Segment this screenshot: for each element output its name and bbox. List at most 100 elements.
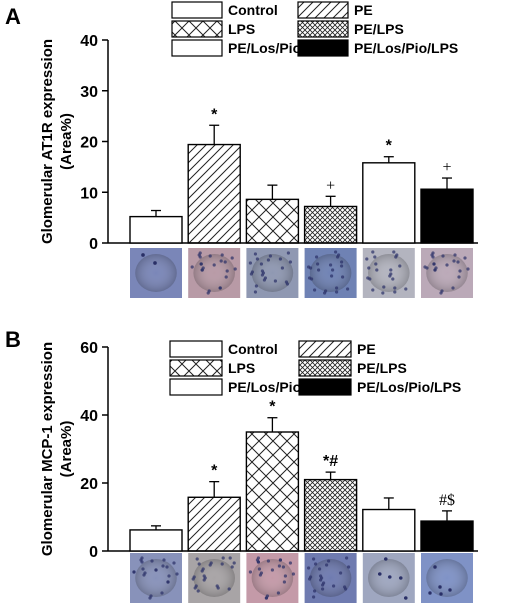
micrograph-nucleus [399,576,403,580]
bar-pe-los-pio-lps [420,188,474,244]
micrograph-nucleus [253,252,257,256]
y-axis-title-line: Glomerular MCP-1 expression [39,342,56,556]
chart-panel-b: 0 20 40 60 Glomerular MCP-1 expression (Area%… [39,340,478,603]
y-axis-title-line: (Area%) [58,113,75,170]
micrograph-nucleus [428,591,432,595]
micrograph-nucleus [256,560,260,564]
legend-swatch-control [169,340,223,358]
micrograph-nucleus [195,557,199,561]
micrograph-nucleus [340,260,344,264]
micrograph-nucleus [280,266,284,270]
bar-pe-los-pio [362,162,416,244]
y-axis-title-line: (Area%) [58,421,75,478]
micrograph-nucleus [255,257,259,261]
legend-label-pe-lps: PE/LPS [354,21,404,37]
micrograph-nucleus [335,286,339,290]
micrograph-nucleus [165,565,169,569]
legend-label-control: Control [228,341,278,357]
micrograph-nucleus [319,574,323,578]
micrograph-nucleus [197,562,201,566]
y-tick-label: 10 [80,185,98,202]
micrograph-nucleus [384,557,388,561]
micrograph-nucleus [233,267,237,271]
significance-label-pe-lps: *# [323,453,338,470]
micrograph-glomerulus-pe-lps [309,254,352,292]
micrograph-nucleus [458,269,462,273]
micrograph-nucleus [440,289,444,293]
micrograph-nucleus [445,263,449,267]
micrograph-nucleus [202,578,206,582]
micrograph-glomerulus-control [135,559,177,597]
y-axis-title-line: Glomerular AT1R expression [39,39,56,244]
significance-label-pe-los-pio-lps: + [442,159,451,176]
micrograph-nucleus [322,581,326,585]
micrograph-nucleus [317,268,321,272]
micrograph-nucleus [232,561,236,565]
micrograph-nucleus [347,565,351,569]
micrograph-nucleus [439,592,443,596]
legend-swatch-pe-lps [297,20,349,38]
micrograph-nucleus [457,275,461,279]
micrograph-nucleus [260,269,264,273]
micrograph-nucleus [224,275,228,279]
micrograph-nucleus [334,250,338,254]
micrograph-nucleus [278,257,282,261]
micrograph-nucleus [312,557,316,561]
micrograph-nucleus [142,573,146,577]
micrograph-nucleus [324,289,328,293]
micrograph-glomerulus-pe-los-pio-lps [426,559,468,597]
micrograph-nucleus [321,587,325,591]
legend-label-control: Control [228,2,278,18]
micrograph-nucleus [286,251,290,255]
micrograph-nucleus [316,262,320,266]
micrograph-nucleus [433,565,437,569]
micrograph-nucleus [339,571,343,575]
legend-swatch-pe [298,340,352,358]
micrograph-nucleus [318,567,322,571]
micrograph-glomerulus-lps [251,559,294,597]
micrograph-nucleus [452,259,456,263]
micrograph-nucleus [315,255,319,259]
legend-label-pe-los-pio: PE/Los/Pio [228,379,301,395]
micrograph-nucleus [371,250,375,254]
micrograph-nucleus [388,274,392,278]
micrograph-nucleus [382,285,386,289]
micrograph-nucleus [283,574,287,578]
micrograph-nucleus [343,585,347,589]
bar-pe [187,496,241,552]
micrograph-nucleus [391,277,395,281]
micrograph-nucleus [332,584,336,588]
micrograph-nucleus [456,260,460,264]
micrograph-nucleus [207,289,211,293]
legend-swatch-control [171,1,223,19]
micrograph-nucleus [395,253,399,257]
micrograph-nucleus [307,265,311,269]
micrograph-nucleus [218,286,222,290]
micrograph-nucleus [264,596,268,600]
micrograph-nucleus [331,268,335,272]
micrograph-nucleus [250,270,254,274]
micrograph-nucleus [132,570,136,574]
micrograph-nucleus [166,580,170,584]
micrograph-nucleus [263,276,267,280]
micrograph-nucleus [248,261,252,265]
micrograph-nucleus [192,575,196,579]
micrograph-nucleus [197,253,201,257]
legend-label-pe-los-pio: PE/Los/Pio [228,40,301,56]
micrograph-nucleus [223,260,227,264]
legend-swatch-lps [171,20,223,38]
micrograph-nucleus [153,261,157,265]
micrograph-nucleus [160,591,164,595]
micrograph-nucleus [141,253,145,257]
micrograph-nucleus [451,286,455,290]
micrograph-nucleus [307,566,311,570]
micrograph-nucleus [430,253,434,257]
legend-label-pe-los-pio-lps: PE/Los/Pio/LPS [354,40,458,56]
significance-label-lps: * [269,399,276,416]
bar-pe-lps [303,205,358,244]
significance-label-pe: * [211,463,218,480]
micrograph-nucleus [167,574,171,578]
legend-swatch-pe-lps [298,359,352,377]
legend-swatch-pe-los-pio-lps [298,378,352,396]
micrograph-nucleus [335,290,339,294]
